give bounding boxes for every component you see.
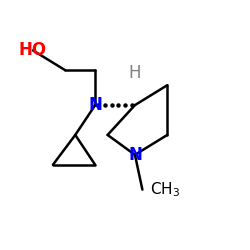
Text: H: H (129, 64, 141, 82)
Text: N: N (128, 146, 142, 164)
Text: N: N (88, 96, 102, 114)
Text: CH$_3$: CH$_3$ (150, 180, 180, 199)
Text: HO: HO (19, 42, 47, 60)
